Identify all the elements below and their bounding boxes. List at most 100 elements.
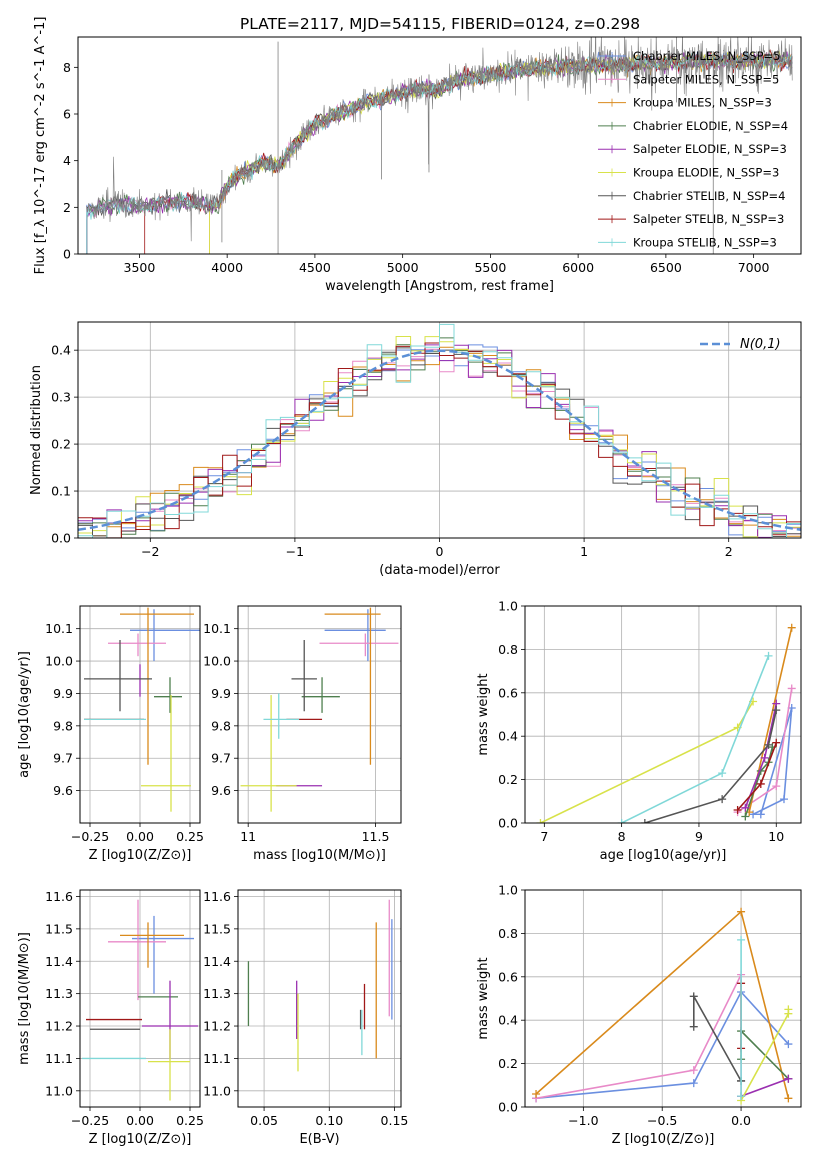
y-tick-label: 0.8 [498, 926, 518, 941]
x-tick-label: 5000 [387, 260, 419, 275]
legend-entry: Kroupa ELODIE, N_SSP=3 [633, 166, 779, 180]
axes-frame [77, 36, 802, 255]
weight-point-chabrier_elodie [741, 812, 750, 821]
legend-entry: Chabrier ELODIE, N_SSP=4 [633, 119, 788, 133]
y-tick-label: 0.3 [51, 390, 71, 405]
x-tick-label: −1.0 [568, 1113, 598, 1128]
y-tick-label: 0.2 [51, 437, 71, 452]
y-tick-label: 10.0 [203, 654, 231, 669]
legend-entry: N(0,1) [740, 337, 781, 352]
weight-point-kroupa_miles [787, 623, 796, 632]
y-tick-label: 11.3 [203, 986, 231, 1001]
y-axis-label: age [log10(age/yr)] [17, 651, 32, 778]
weight-point-chabrier_stelib [640, 819, 649, 823]
y-tick-label: 0.4 [498, 1013, 518, 1028]
chart-mass_vs_ebv: 0.05 0.10 0.15 11.0 11.1 11.2 11.3 11.4 11.5 11.6… [203, 889, 408, 1147]
x-tick-label: 0.00 [126, 1113, 154, 1128]
plot-area [536, 623, 796, 823]
y-tick-label: 9.9 [53, 686, 73, 701]
x-tick-label: 2 [725, 544, 733, 559]
y-tick-label: 8 [63, 60, 71, 75]
x-axis-label: (data-model)/error [379, 563, 500, 578]
x-tick-label: 6000 [562, 260, 594, 275]
legend-entry: Chabrier MILES, N_SSP=5 [633, 49, 780, 63]
weight-point-chabrier_stelib [772, 706, 781, 715]
y-tick-label: 0.0 [51, 531, 71, 546]
weight-point-kroupa_stelib [764, 651, 773, 660]
axes-frame [79, 605, 201, 824]
y-tick-label: 11.2 [203, 1019, 231, 1034]
legend-entry: Kroupa STELIB, N_SSP=3 [633, 235, 777, 249]
model-spectrum-chabrier_elodie [86, 52, 793, 254]
y-tick-label: 0.1 [51, 484, 71, 499]
y-tick-label: 1.0 [498, 599, 518, 614]
legend-gaussian: N(0,1) [700, 337, 781, 352]
x-axis-label: E(B-V) [299, 1132, 339, 1147]
y-tick-label: 0.4 [498, 729, 518, 744]
weight-point-chabrier_stelib [764, 740, 773, 749]
plot-area [82, 899, 198, 1101]
y-tick-label: 9.8 [211, 718, 231, 733]
x-tick-label: 9 [695, 829, 703, 844]
axes-frame [79, 889, 201, 1108]
x-axis-label: Z [log10(Z/Z⊙)] [612, 1132, 715, 1147]
x-axis-label: Z [log10(Z/Z⊙)] [89, 1132, 192, 1147]
weight-point-chabrier_stelib [689, 1022, 698, 1031]
y-tick-label: 0.6 [498, 969, 518, 984]
weight-line-kroupa_elodie [540, 701, 754, 823]
x-tick-label: 0.10 [315, 1113, 343, 1128]
weight-point-kroupa_stelib [718, 769, 727, 778]
legend-entry: Salpeter MILES, N_SSP=5 [633, 72, 779, 86]
x-tick-label: 4500 [299, 260, 331, 275]
weight-point-chabrier_miles [689, 1079, 698, 1088]
weight-point-kroupa_stelib [737, 935, 746, 944]
x-tick-label: −1 [286, 544, 304, 559]
chart-mass_vs_Z: −0.25 0.00 0.25 11.0 11.1 11.2 11.3 11.4 11.5 11.… [17, 889, 204, 1147]
y-tick-label: 11.5 [203, 921, 231, 936]
y-tick-label: 0.0 [498, 816, 518, 831]
legend-entry: Salpeter STELIB, N_SSP=3 [633, 212, 784, 226]
weight-point-salpeter_elodie [741, 803, 750, 812]
legend-entry: Kroupa MILES, N_SSP=3 [633, 96, 772, 110]
y-tick-label: 11.4 [45, 954, 73, 969]
weight-point-salpeter_stelib [772, 738, 781, 747]
x-axis-label: mass [log10(M/M⊙)] [253, 848, 386, 863]
weight-point-chabrier_miles [784, 1040, 793, 1049]
axes-frame [524, 889, 802, 1108]
weight-point-chabrier_stelib [718, 795, 727, 804]
y-axis-label: Flux [f_λ 10^-17 erg cm^-2 s^-1 A^-1] [33, 17, 48, 275]
weight-point-salpeter_elodie [760, 753, 769, 762]
weight-point-salpeter_miles [689, 1066, 698, 1075]
y-tick-label: 0 [63, 247, 71, 262]
x-tick-label: 5500 [474, 260, 506, 275]
y-tick-label: 0.8 [498, 642, 518, 657]
chart-weight_vs_age: 7 8 9 10 0.0 0.2 0.4 0.6 0.8 1.0 age [log10(age/yr… [476, 599, 802, 863]
legend: Chabrier MILES, N_SSP=5 Salpeter MILES, N… [598, 49, 788, 249]
y-axis-label: Normed distribution [29, 365, 44, 495]
weight-point-kroupa_elodie [784, 1005, 793, 1014]
weight-line-salpeter_miles [535, 974, 742, 1100]
plot-area [240, 607, 399, 812]
chart-age_vs_mass: 11 11.5 9.6 9.7 9.8 9.9 10.0 10.1 mass [log10(M/… [203, 605, 402, 863]
y-tick-label: 2 [63, 200, 71, 215]
y-tick-label: 6 [63, 107, 71, 122]
x-tick-label: 10 [768, 829, 784, 844]
weight-point-salpeter_stelib [756, 779, 765, 788]
histogram-kroupa_stelib [78, 323, 801, 538]
weight-point-kroupa_stelib [617, 819, 626, 823]
x-tick-label: 8 [618, 829, 626, 844]
weight-line-salpeter_elodie [740, 1078, 789, 1097]
gaussian-curve [78, 349, 801, 532]
x-tick-label: −0.5 [647, 1113, 677, 1128]
y-tick-label: 10.1 [45, 621, 73, 636]
y-tick-label: 11.2 [45, 1019, 73, 1034]
x-tick-label: 11.5 [362, 829, 390, 844]
weight-point-salpeter_stelib [733, 805, 742, 814]
y-axis-label: mass weight [476, 957, 491, 1039]
y-tick-label: 0.4 [51, 343, 71, 358]
weight-point-kroupa_miles [532, 1089, 541, 1098]
chart-spectrum: 3500 4000 4500 5000 5500 6000 6500 7000 0 2 4 6 8 wav… [33, 17, 802, 294]
y-axis-label: mass weight [476, 673, 491, 755]
x-tick-label: 7000 [738, 260, 770, 275]
y-tick-label: 0.2 [498, 772, 518, 787]
